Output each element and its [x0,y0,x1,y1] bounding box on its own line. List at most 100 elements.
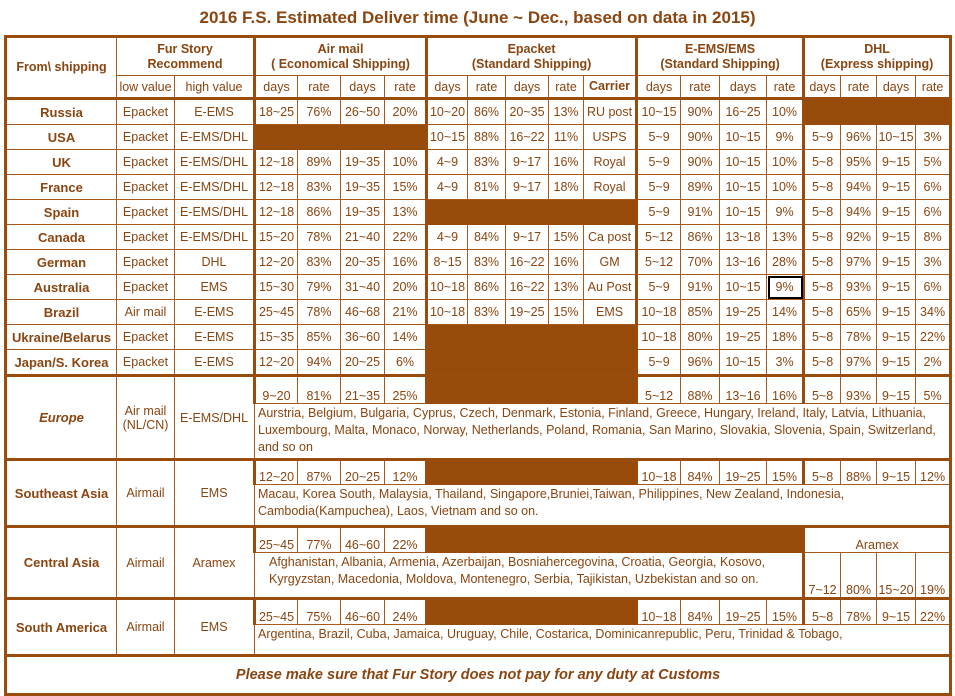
ep-carrier-cell: Royal [583,149,638,175]
air-days-cell: 15~35 [253,324,298,350]
ep-rate-cell: 81% [467,174,507,200]
air-unavailable-block [252,124,428,150]
ep-unavailable-block [425,199,638,225]
air-days-cell: 15~30 [253,274,298,300]
high-value-method: Aramex [174,525,255,599]
ems-rate-cell: 3% [766,349,805,376]
air-rate-cell: 79% [297,274,341,300]
delivery-time-table: From\ shipping Fur Story Recommend Air ma… [4,35,953,696]
table-row: German Epacket DHL 12~20 83% 20~35 16% 8~15 83% 1… [5,249,952,275]
air-days-cell: 12~18 [253,199,298,225]
country-name: Ukraine/Belarus [5,324,117,350]
epacket-subtitle: (Standard Shipping) [471,56,592,71]
table-row: Spain Epacket E-EMS/DHL 12~18 86% 19~35 13% 5~9… [5,199,952,225]
ems-days-cell: 10~18 [635,324,682,350]
dhl-days-cell: 9~15 [876,149,917,175]
air-days-cell: 19~35 [340,174,385,200]
ems-rate-cell: 16% [766,374,805,404]
dhl-unavailable-block [802,97,952,125]
dhl-days-cell: 5~8 [802,174,842,200]
ep-rate-cell: 13% [548,274,585,300]
aramex-rate-cell: 80% [840,552,878,599]
low-value-method: Epacket [116,199,175,225]
air-days-cell: 20~35 [340,249,385,275]
ems-rate-cell: 85% [680,299,721,325]
air-rate-cell: 24% [383,597,428,625]
air-rate-cell: 20% [383,97,428,125]
ems-rate-cell: 86% [680,224,721,250]
dhl-days-cell: 9~15 [876,597,917,625]
ems-days-cell: 5~12 [635,224,682,250]
air-days-cell: 31~40 [340,274,385,300]
low-value-method: Epacket [116,324,175,350]
ems-days-cell: 10~18 [635,458,682,485]
dhl-rate-header: rate [915,75,952,99]
ep-rate-cell: 15% [548,299,585,325]
ems-days-cell: 10~15 [719,199,768,225]
ems-rate-cell: 90% [680,97,721,125]
low-value-method: Epacket [116,174,175,200]
ems-days-cell: 13~16 [719,374,768,404]
ems-days-cell: 5~9 [635,274,682,300]
low-value-method: Epacket [116,274,175,300]
high-value-method: DHL [174,249,255,275]
high-value-method: E-EMS/DHL [174,124,255,150]
low-value-method: Epacket [116,97,175,125]
region-row: Aurstria, Belgium, Bulgaria, Cyprus, Cze… [6,403,952,460]
ep-carrier-cell: Royal [583,174,638,200]
dhl-rate-cell: 3% [915,124,952,150]
air-rate-cell: 10% [383,149,428,175]
dhl-days-cell: 9~15 [876,374,917,404]
region-row: Afghanistan, Albania, Armenia, Azerbaija… [6,552,952,599]
aramex-days-cell: 15~20 [876,552,917,599]
ems-header: E-EMS/EMS (Standard Shipping) [635,36,805,76]
ems-days-cell: 10~15 [719,124,768,150]
region-name: Central Asia [5,525,117,599]
ep-days-cell: 4~9 [425,174,469,200]
air-days-cell: 25~45 [253,299,298,325]
air-days-cell: 46~68 [340,299,385,325]
air-rate-cell: 78% [297,224,341,250]
dhl-rate-cell: 92% [840,224,878,250]
region-name: South America [5,597,117,656]
low-value-method: Airmail [116,525,175,599]
air-days-cell: 15~20 [253,224,298,250]
air-days-cell: 12~20 [253,349,298,376]
region-name: Europe [5,374,117,460]
ep-carrier-cell: RU post [583,97,638,125]
high-value-method: EMS [174,597,255,656]
air-rate-cell: 22% [383,224,428,250]
air-rate-cell: 22% [383,525,428,553]
low-value-method: Epacket [116,349,175,376]
ep-days-cell: 10~18 [425,274,469,300]
air-days-header: days [340,75,385,99]
air-rate-cell: 16% [383,249,428,275]
high-value-method: E-EMS/DHL [174,174,255,200]
dhl-rate-cell: 88% [840,458,878,485]
high-value-method: E-EMS [174,97,255,125]
air-days-cell: 21~40 [340,224,385,250]
air-days-cell: 21~35 [340,374,385,404]
ems-rate-cell: 91% [680,199,721,225]
ep-carrier-cell: Ca post [583,224,638,250]
dhl-days-cell: 9~15 [876,174,917,200]
dhl-rate-cell: 6% [915,274,952,300]
dhl-days-cell: 5~8 [802,274,842,300]
ep-days-cell: 19~25 [505,299,550,325]
air-rate-cell: 21% [383,299,428,325]
table-row: Canada Epacket E-EMS/DHL 15~20 78% 21~40 22% 4~… [5,224,952,250]
country-name: Russia [5,97,117,125]
country-name: Japan/S. Korea [5,349,117,376]
ems-days-cell: 10~18 [635,299,682,325]
air-days-cell: 9~20 [253,374,298,404]
dhl-title: DHL [864,41,890,56]
air-rate-cell: 15% [383,174,428,200]
air-rate-cell: 75% [297,597,341,625]
ep-days-cell: 4~9 [425,149,469,175]
ep-carrier-header: Carrier [583,75,638,99]
ems-rate-cell: 9% [766,274,805,300]
ems-days-cell: 19~25 [719,299,768,325]
dhl-rate-header: rate [840,75,878,99]
ems-rate-header: rate [680,75,721,99]
air-rate-cell: 20% [383,274,428,300]
